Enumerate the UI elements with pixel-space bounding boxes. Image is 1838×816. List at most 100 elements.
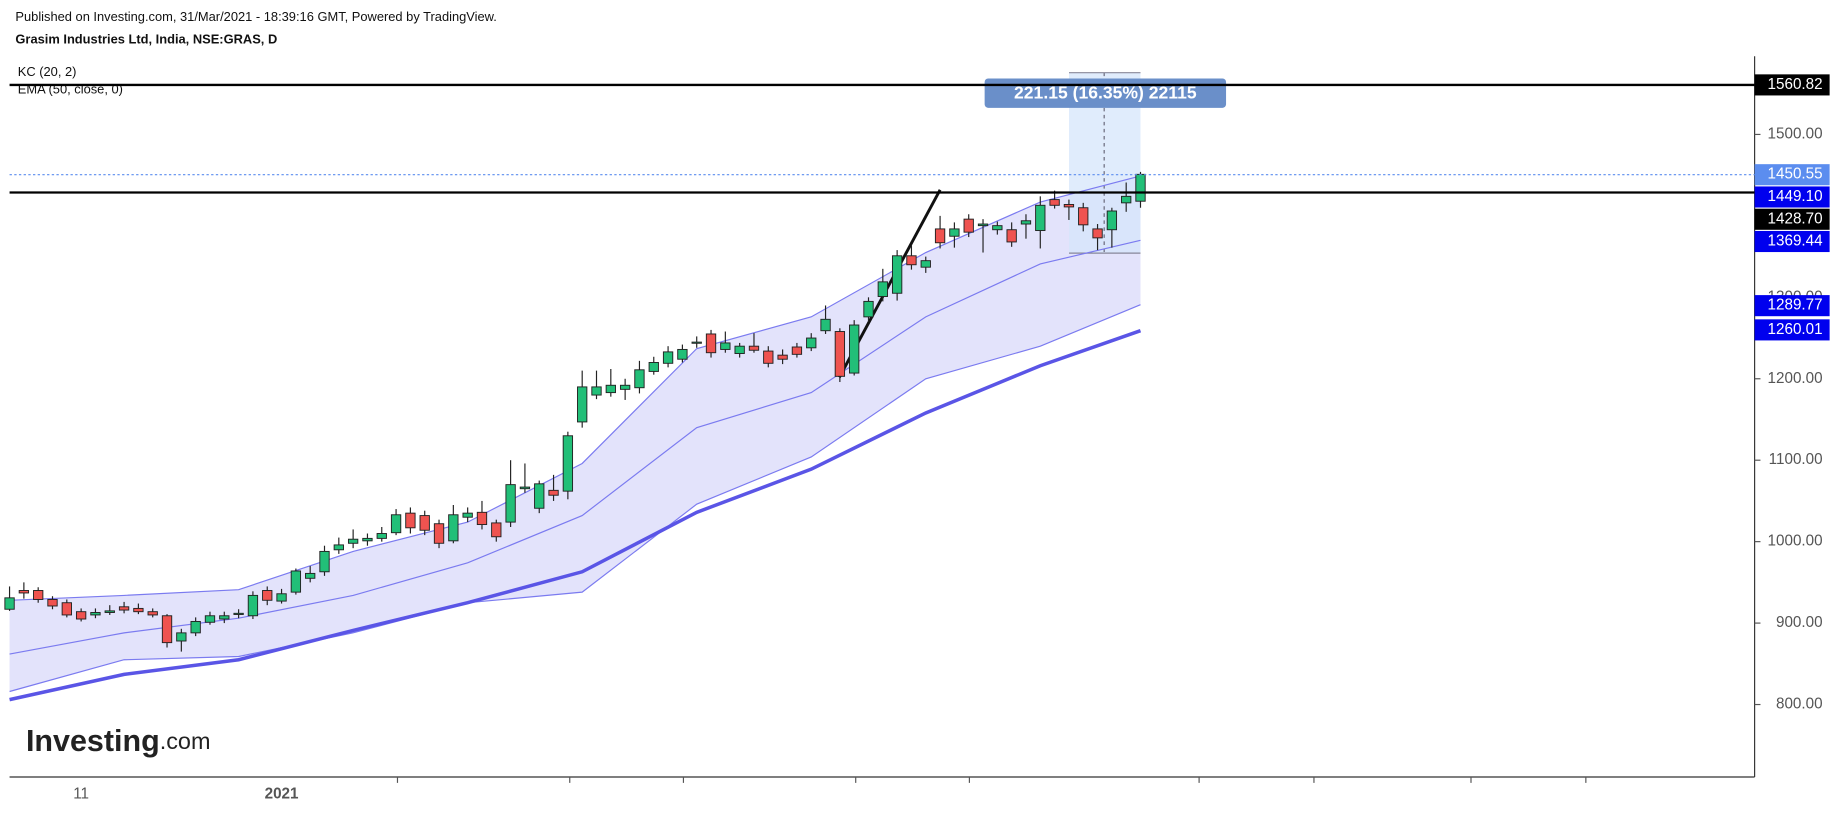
candle-body — [376, 533, 387, 539]
candle-body — [677, 348, 688, 360]
price-label: 1428.70 — [1768, 210, 1823, 227]
candle-body — [61, 602, 72, 616]
candle-body — [462, 512, 473, 518]
candle-body — [390, 514, 402, 534]
candle-body — [1049, 199, 1060, 206]
candle-body — [18, 590, 30, 594]
candle-body — [333, 544, 344, 551]
indicator-line — [9, 304, 1141, 693]
candle-body — [219, 615, 230, 620]
price-label: 1260.01 — [1768, 321, 1823, 338]
candle-body — [47, 599, 58, 607]
candle-body — [605, 384, 616, 394]
price-label-box — [1754, 208, 1830, 230]
candle-body — [319, 550, 330, 573]
candle-body — [1035, 204, 1046, 232]
candle-body — [619, 384, 631, 390]
candle-body — [562, 435, 574, 492]
candle-body — [734, 345, 745, 354]
price-label-box — [1754, 319, 1830, 341]
candle-body — [118, 606, 130, 611]
candle-body — [505, 484, 516, 523]
candle-body — [591, 386, 602, 396]
x-axis-ticks — [396, 777, 1587, 783]
candle-body — [262, 590, 273, 601]
logo: Investing.com — [26, 724, 211, 758]
candle-body — [362, 537, 373, 542]
candle-body — [1121, 195, 1132, 204]
candle-body — [133, 607, 144, 613]
candle-body — [204, 615, 216, 623]
candle-body — [1020, 220, 1032, 225]
candle-body — [834, 331, 846, 377]
candle-body — [4, 597, 15, 610]
candle-body — [949, 228, 960, 237]
candle-body — [1092, 228, 1103, 239]
candle-body — [104, 610, 115, 613]
price-label: 1450.55 — [1768, 166, 1823, 183]
price-label-box — [1754, 230, 1830, 253]
x-tick-label: 2021 — [265, 786, 299, 803]
candle-body — [405, 512, 416, 529]
candle-body — [849, 324, 860, 374]
candle-body — [1078, 207, 1089, 226]
candle-body — [662, 351, 674, 364]
candle-body — [1135, 173, 1146, 202]
candle-body — [1106, 210, 1118, 231]
candle-body — [1063, 204, 1075, 208]
candle-body — [147, 611, 158, 616]
candle-body — [863, 300, 874, 318]
candle-body — [534, 483, 545, 509]
indicator-line — [9, 329, 1142, 702]
indicator-line — [9, 175, 1141, 601]
y-tick-label: 900.00 — [1776, 614, 1823, 631]
candle-body — [820, 318, 831, 332]
candle-body — [33, 590, 44, 600]
price-label: 1289.77 — [1768, 297, 1823, 314]
candle-body — [75, 611, 87, 620]
y-tick-label: 1200.00 — [1768, 370, 1823, 387]
candle-body — [934, 228, 946, 244]
indicator-label: KC (20, 2) — [18, 64, 77, 79]
candle-body — [763, 350, 774, 364]
candle-body — [305, 572, 316, 579]
candle-body — [648, 362, 659, 372]
candle-body — [691, 341, 702, 344]
price-label-box — [1754, 164, 1830, 186]
y-tick-label: 1100.00 — [1769, 451, 1823, 468]
plot-area — [4, 72, 1146, 702]
candle-body — [634, 369, 645, 389]
candle-body — [276, 593, 287, 602]
price-label-box — [1754, 186, 1830, 208]
price-label: 1560.82 — [1768, 76, 1823, 93]
candle-body — [705, 333, 717, 354]
candle-body — [891, 255, 903, 294]
candle-body — [992, 225, 1003, 231]
keltner-band — [9, 175, 1141, 692]
candle-body — [247, 594, 259, 617]
candle-body — [777, 354, 788, 360]
chart-title: Grasim Industries Ltd, India, NSE:GRAS, … — [15, 31, 277, 46]
logo-main: Investing — [26, 724, 160, 758]
candle-body — [977, 223, 989, 227]
candle-body — [791, 346, 803, 355]
candle-body — [448, 514, 459, 542]
candle-body — [190, 620, 201, 634]
candle-body — [806, 337, 817, 349]
y-tick-label: 1000.00 — [1768, 533, 1823, 550]
candle-body — [920, 260, 931, 268]
annotation: 221.15 (16.35%) 22115 — [1014, 82, 1197, 102]
logo-suffix: .com — [160, 728, 211, 754]
candle-body — [963, 218, 974, 233]
candle-body — [748, 345, 760, 351]
candle-body — [491, 522, 502, 538]
candle-body — [161, 615, 173, 644]
candle-body — [519, 486, 531, 490]
candle-body — [90, 612, 101, 616]
candle-body — [906, 255, 917, 266]
candle-body — [419, 515, 430, 531]
x-tick-label: 11 — [73, 786, 89, 803]
